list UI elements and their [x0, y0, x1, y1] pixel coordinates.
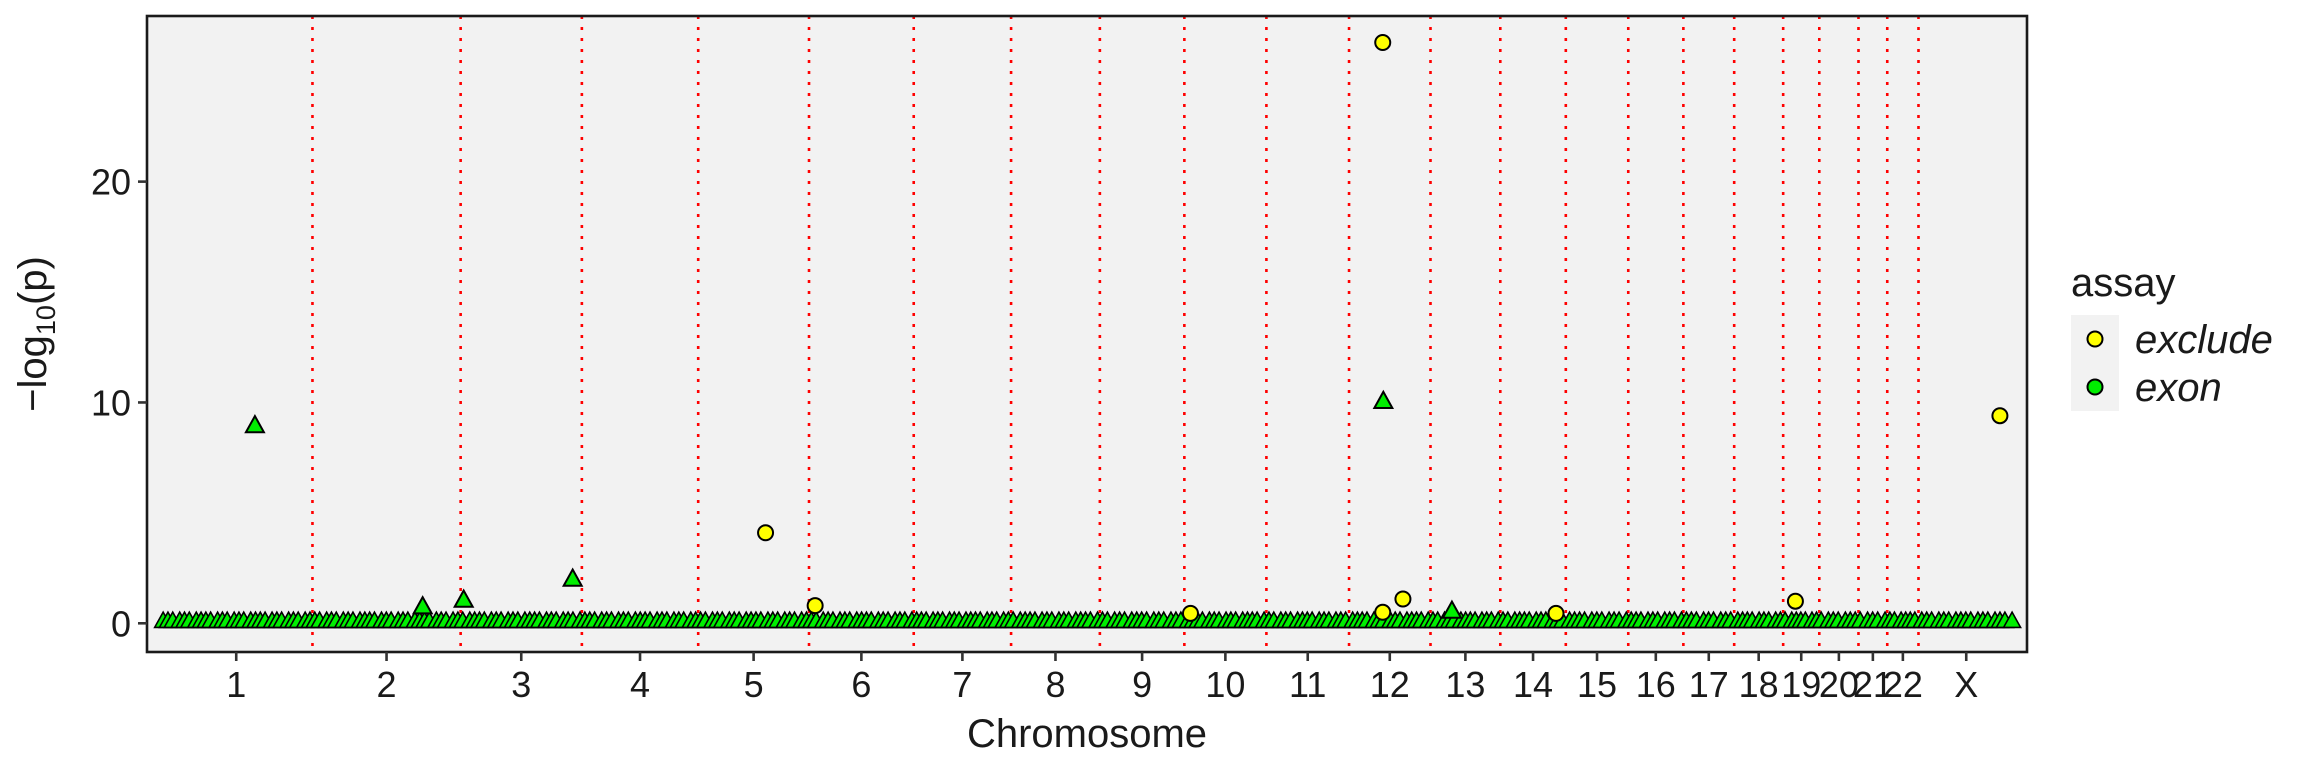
point-exclude — [1181, 604, 1199, 622]
y-tick-label: 0 — [111, 603, 131, 644]
legend-key-exclude — [2086, 330, 2104, 348]
y-axis-title-end: (p) — [11, 256, 55, 305]
x-tick-label-6: 6 — [851, 664, 871, 705]
baseline-points — [153, 610, 2022, 629]
x-tick-label-20: 20 — [1819, 664, 1859, 705]
legend-label-exon: exon — [2135, 366, 2222, 410]
x-tick-label-3: 3 — [511, 664, 531, 705]
point-exclude — [1374, 603, 1392, 621]
x-tick-label-4: 4 — [630, 664, 650, 705]
point-exon — [1441, 599, 1463, 619]
x-tick-label-7: 7 — [952, 664, 972, 705]
x-tick-label-5: 5 — [744, 664, 764, 705]
point-exclude — [757, 524, 775, 542]
x-tick-label-11: 11 — [1289, 664, 1326, 705]
point-exclude — [1547, 604, 1565, 622]
chromosome-separators — [311, 16, 1920, 652]
x-tick-label-2: 2 — [377, 664, 397, 705]
x-tick-label-8: 8 — [1045, 664, 1065, 705]
point-exclude — [1786, 592, 1804, 610]
baseline-point — [2002, 610, 2022, 629]
y-axis-title-main: −log — [11, 335, 55, 412]
x-tick-label-14: 14 — [1513, 664, 1553, 705]
point-exclude — [1991, 407, 2009, 425]
x-axis-title: Chromosome — [967, 712, 1207, 756]
legend-label-exclude: exclude — [2135, 318, 2273, 362]
point-exon — [411, 595, 434, 615]
x-tick-label-15: 15 — [1577, 664, 1617, 705]
legend-title: assay — [2071, 261, 2176, 305]
y-tick-label: 20 — [91, 162, 131, 203]
x-tick-label-21: 21 — [1853, 664, 1893, 705]
plot-panel-background — [147, 16, 2027, 652]
point-exclude — [806, 597, 824, 615]
x-tick-label-18: 18 — [1739, 664, 1779, 705]
point-exon — [244, 413, 266, 434]
x-tick-label-12: 12 — [1370, 664, 1410, 705]
point-exclude — [1374, 34, 1392, 51]
point-exon — [1372, 389, 1395, 409]
legend-key-exon — [2086, 378, 2104, 396]
x-tick-label-1: 1 — [226, 664, 246, 705]
x-tick-label-13: 13 — [1445, 664, 1485, 705]
point-exon — [561, 567, 584, 587]
x-tick-label-10: 10 — [1205, 664, 1245, 705]
x-tick-label-9: 9 — [1132, 664, 1152, 705]
legend-key-background — [2071, 315, 2119, 411]
x-tick-label-X: X — [1954, 664, 1978, 705]
point-exon — [452, 588, 475, 608]
legend: assay exclude exon — [2071, 261, 2273, 411]
plot-panel-border — [145, 14, 2029, 654]
y-axis-title: −log10(p) — [11, 256, 61, 412]
x-tick-label-16: 16 — [1636, 664, 1676, 705]
x-tick-label-19: 19 — [1781, 664, 1821, 705]
x-tick-label-22: 22 — [1883, 664, 1923, 705]
point-exclude — [1394, 590, 1412, 608]
y-axis-title-subscript: 10 — [31, 305, 61, 335]
x-tick-label-17: 17 — [1689, 664, 1729, 705]
y-axis-ticks: 0 10 20 — [91, 162, 147, 644]
significant-points — [244, 34, 2009, 622]
y-tick-label: 10 — [91, 382, 131, 423]
